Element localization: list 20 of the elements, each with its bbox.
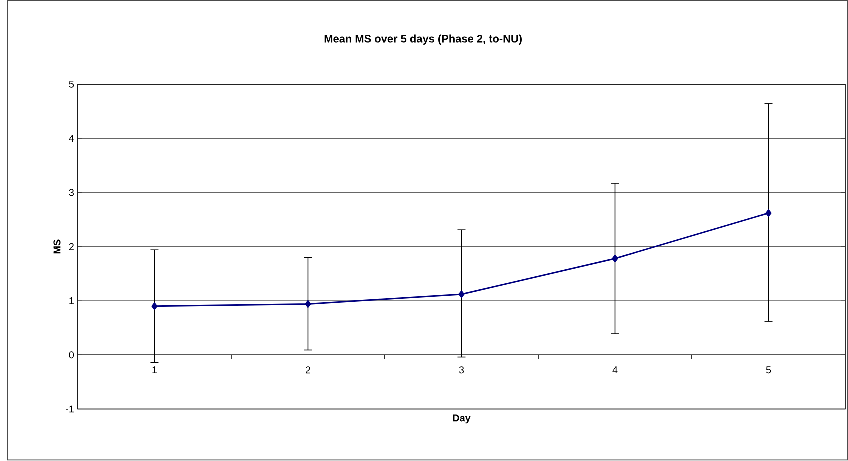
chart-title: Mean MS over 5 days (Phase 2, to-NU): [324, 34, 522, 46]
point: [612, 255, 618, 263]
x-axis-title: Day: [453, 414, 471, 424]
y-tick-label: 2: [69, 244, 74, 250]
point: [766, 210, 772, 218]
x-tick-label: 5: [766, 366, 772, 374]
x-tick-label: 2: [306, 366, 310, 374]
y-tick-label: 5: [69, 81, 74, 88]
point: [305, 300, 312, 308]
x-tick-label: 1: [152, 366, 158, 374]
y-tick-label: -1: [66, 406, 74, 413]
y-axis-title: MS: [54, 240, 61, 254]
point: [152, 302, 158, 310]
y-tick-label: 3: [69, 189, 74, 196]
y-tick-label: 1: [70, 298, 74, 305]
x-tick-label: 4: [612, 366, 618, 374]
y-tick-label: 0: [69, 352, 74, 359]
point: [458, 290, 465, 298]
x-tick-label: 3: [459, 366, 464, 374]
y-tick-label: 4: [69, 135, 74, 142]
